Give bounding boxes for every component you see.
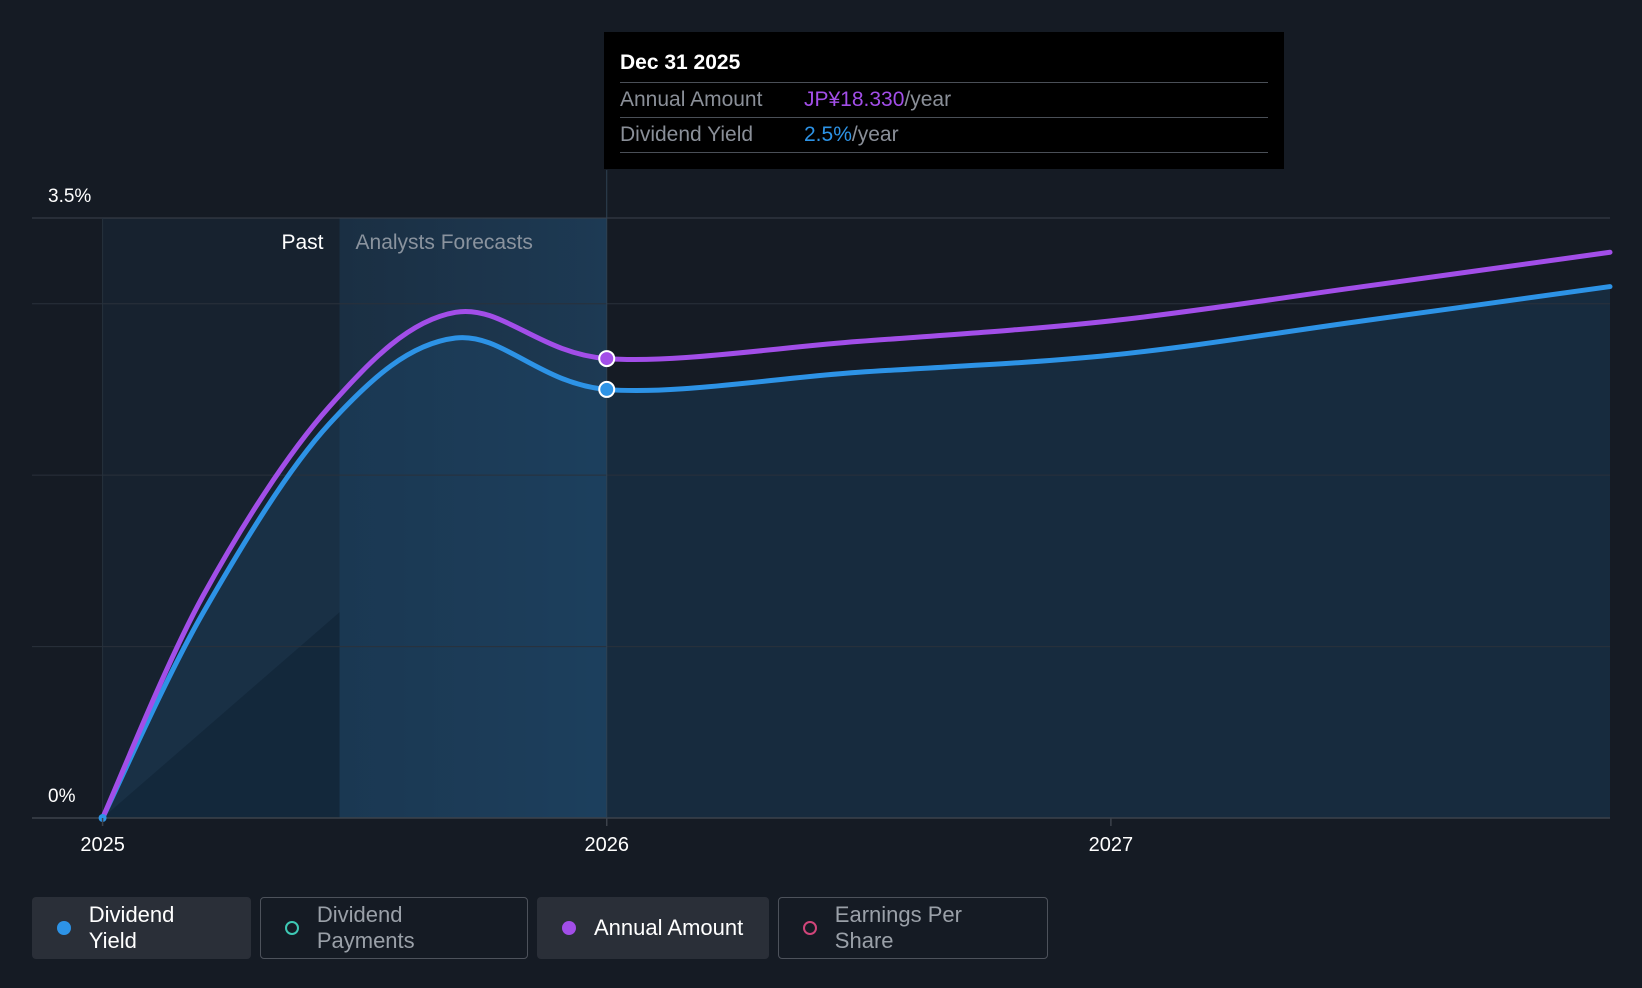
chart-legend: Dividend Yield Dividend Payments Annual … [32, 897, 1048, 959]
legend-label: Earnings Per Share [834, 902, 962, 953]
tooltip-label: Dividend Yield [620, 123, 754, 146]
x-tick-label: 2026 [584, 834, 629, 856]
past-label: Past [282, 231, 324, 254]
tooltip-value: 2.5% [804, 123, 852, 146]
chart-tooltip: Dec 31 2025 Annual Amount JP¥18.330 /yea… [604, 32, 1284, 169]
tooltip-unit: /year [904, 88, 952, 111]
dividend-yield-area [102, 286, 1611, 819]
x-tick-label: 2025 [80, 834, 125, 856]
dividend-yield-line [100, 284, 1613, 821]
legend-dividend-yield[interactable]: Dividend Yield [32, 897, 251, 959]
y-tick-label: 3.5% [48, 186, 91, 207]
past-payments-area [102, 612, 340, 818]
legend-dot-icon [285, 921, 299, 935]
legend-label: Dividend Payments [316, 902, 415, 953]
dividend-yield-marker [598, 380, 616, 398]
tooltip-row-annual-amount: Annual Amount JP¥18.330 /year [620, 82, 1268, 117]
tooltip-label: Annual Amount [620, 88, 763, 111]
annual-amount-marker [598, 350, 616, 368]
tooltip-row-dividend-yield: Dividend Yield 2.5% /year [620, 117, 1268, 153]
tooltip-date: Dec 31 2025 [620, 51, 741, 74]
legend-dot-icon [562, 921, 576, 935]
legend-dot-icon [803, 921, 817, 935]
x-tick-label: 2027 [1089, 834, 1134, 856]
legend-earnings-per-share[interactable]: Earnings Per Share [778, 897, 1048, 959]
legend-dividend-payments[interactable]: Dividend Payments [260, 897, 528, 959]
legend-annual-amount[interactable]: Annual Amount [537, 897, 769, 959]
legend-dot-icon [57, 921, 71, 935]
forecast-highlight-region [339, 218, 607, 818]
tooltip-value: JP¥18.330 [804, 88, 905, 111]
annual-amount-line [100, 249, 1613, 821]
forecast-label: Analysts Forecasts [356, 231, 533, 254]
legend-label: Dividend Yield [88, 902, 175, 953]
tooltip-unit: /year [851, 123, 899, 146]
y-tick-label: 0% [48, 786, 76, 807]
legend-label: Annual Amount [594, 915, 744, 940]
